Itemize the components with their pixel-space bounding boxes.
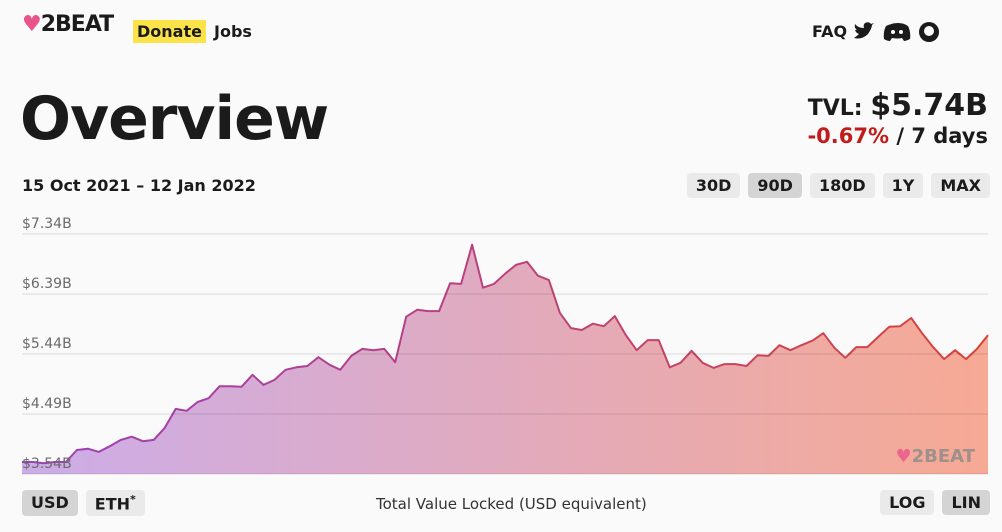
watermark: ♥2BEAT <box>896 446 976 467</box>
currency-buttons: USD ETH* <box>22 490 145 517</box>
y-tick-label: $6.39B <box>22 276 72 292</box>
discord-icon[interactable] <box>883 23 911 41</box>
usd-button[interactable]: USD <box>22 490 78 517</box>
nav-jobs[interactable]: Jobs <box>214 22 252 41</box>
range-button[interactable]: 30D <box>686 173 741 198</box>
twitter-icon[interactable] <box>854 22 874 39</box>
logo-heart: ♥ <box>22 12 42 37</box>
nav-donate[interactable]: Donate <box>133 20 206 43</box>
logo[interactable]: ♥2BEAT <box>22 12 114 37</box>
log-button[interactable]: LOG <box>880 490 935 515</box>
page-title: Overview <box>20 84 329 154</box>
tvl: TVL: $5.74B <box>808 88 988 123</box>
tvl-value: $5.74B <box>870 88 988 123</box>
change-period: / 7 days <box>896 124 988 148</box>
range-button[interactable]: 1Y <box>882 173 924 198</box>
social-icons <box>854 22 986 42</box>
watermark-text: 2BEAT <box>912 446 976 467</box>
tvl-label: TVL: <box>807 96 863 121</box>
y-tick-label: $4.49B <box>22 396 72 412</box>
range-buttons: 30D 90D 180D 1Y MAX <box>686 173 990 198</box>
theme-toggle[interactable] <box>976 23 986 41</box>
range-button[interactable]: 90D <box>748 173 802 198</box>
date-range: 15 Oct 2021 – 12 Jan 2022 <box>22 176 256 195</box>
range-button[interactable]: MAX <box>931 173 990 198</box>
change-value: -0.67% <box>807 124 890 148</box>
lin-button[interactable]: LIN <box>942 490 990 515</box>
scale-buttons: LOG LIN <box>880 490 990 515</box>
y-tick-label: $5.44B <box>22 336 72 352</box>
y-tick-label: $7.34B <box>22 216 72 232</box>
y-tick-label: $3.54B <box>22 456 72 472</box>
nav-faq[interactable]: FAQ <box>812 22 848 41</box>
tvl-change: -0.67% / 7 days <box>807 124 988 148</box>
eth-note: * <box>130 493 136 506</box>
range-button[interactable]: 180D <box>809 173 875 198</box>
watermark-heart: ♥ <box>896 446 912 467</box>
area-fill <box>22 244 988 474</box>
chart: $3.54B $4.49B $5.44B $6.39B $7.34B ♥2BEAT <box>22 216 989 475</box>
eth-label: ETH <box>94 494 131 514</box>
tvl-line <box>22 243 989 465</box>
eth-button[interactable]: ETH* <box>85 490 145 517</box>
chart-caption: Total Value Locked (USD equivalent) <box>376 495 647 513</box>
logo-text: 2BEAT <box>40 12 114 37</box>
